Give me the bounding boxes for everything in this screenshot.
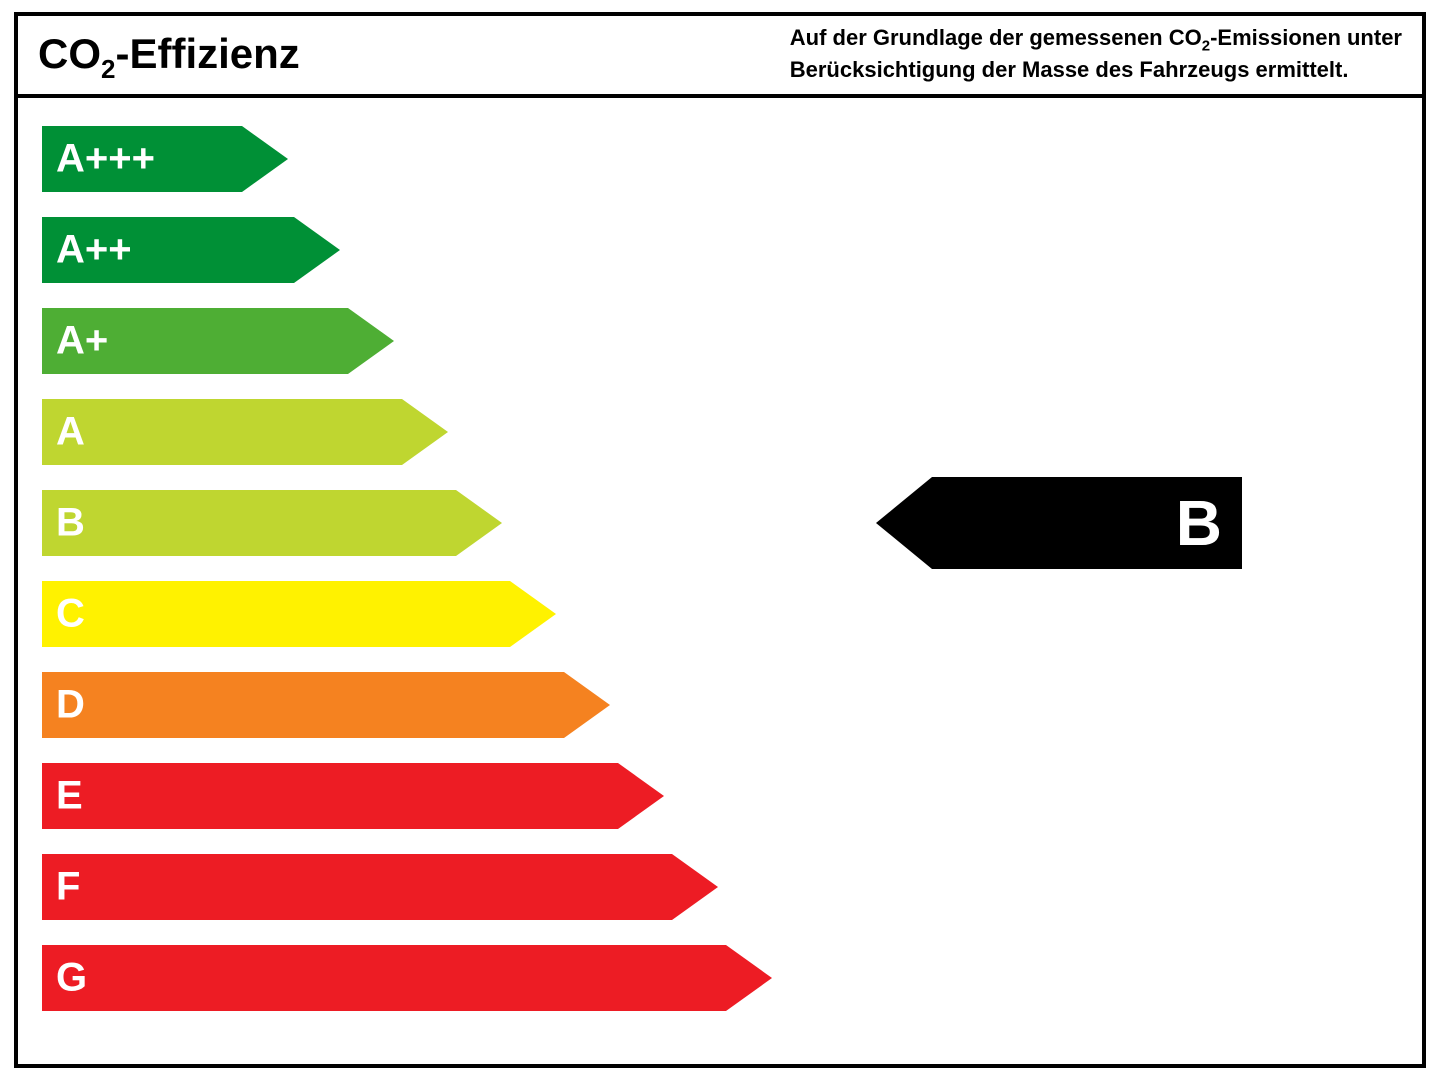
indicator-label: B [1176, 486, 1222, 560]
efficiency-bar-label: C [56, 591, 85, 636]
efficiency-bar: F [42, 854, 672, 920]
efficiency-bar-label: B [56, 500, 85, 545]
efficiency-bar: A+ [42, 308, 348, 374]
efficiency-bar: A [42, 399, 402, 465]
title-prefix: CO [38, 30, 101, 78]
subtitle: Auf der Grundlage der gemessenen CO2-Emi… [790, 24, 1402, 84]
header: CO2-Effizienz Auf der Grundlage der geme… [18, 16, 1422, 98]
efficiency-row: F [42, 854, 1398, 920]
efficiency-bar-arrow-tip [510, 581, 556, 647]
efficiency-row: A++ [42, 217, 1398, 283]
efficiency-label-frame: CO2-Effizienz Auf der Grundlage der geme… [14, 12, 1426, 1068]
efficiency-row: A+ [42, 308, 1398, 374]
efficiency-bar-label: F [56, 864, 80, 909]
efficiency-bar: E [42, 763, 618, 829]
efficiency-bar-arrow-tip [564, 672, 610, 738]
efficiency-bar-label: A [56, 409, 85, 454]
subtitle-line2: Berücksichtigung der Masse des Fahrzeugs… [790, 57, 1349, 82]
efficiency-bar: C [42, 581, 510, 647]
subtitle-line1b: -Emissionen unter [1210, 25, 1402, 50]
efficiency-bar-arrow-tip [402, 399, 448, 465]
efficiency-bar-arrow-tip [294, 217, 340, 283]
efficiency-bar-arrow-tip [618, 763, 664, 829]
efficiency-row: G [42, 945, 1398, 1011]
efficiency-bar-arrow-tip [672, 854, 718, 920]
title-suffix: -Effizienz [115, 30, 299, 78]
efficiency-bar-label: A+ [56, 318, 108, 363]
efficiency-bar: A+++ [42, 126, 242, 192]
efficiency-bar-label: D [56, 682, 85, 727]
efficiency-bar-label: A++ [56, 227, 132, 272]
efficiency-bar-label: E [56, 773, 83, 818]
efficiency-bar-arrow-tip [348, 308, 394, 374]
efficiency-bar-label: A+++ [56, 136, 155, 181]
subtitle-line1a: Auf der Grundlage der gemessenen CO [790, 25, 1202, 50]
efficiency-bar-arrow-tip [242, 126, 288, 192]
title-sub: 2 [101, 54, 115, 85]
chart-body: A+++ A++ A+ A B C D E F G B [18, 98, 1422, 1064]
efficiency-bar-arrow-tip [456, 490, 502, 556]
title: CO2-Effizienz [38, 30, 300, 78]
efficiency-bar: G [42, 945, 726, 1011]
efficiency-row: E [42, 763, 1398, 829]
selected-indicator: B [876, 477, 1242, 569]
efficiency-bar: A++ [42, 217, 294, 283]
subtitle-sub: 2 [1202, 37, 1210, 54]
efficiency-row: A+++ [42, 126, 1398, 192]
indicator-body: B [932, 477, 1242, 569]
efficiency-bar-arrow-tip [726, 945, 772, 1011]
efficiency-bar: D [42, 672, 564, 738]
indicator-arrow-tip [876, 477, 932, 569]
efficiency-row: D [42, 672, 1398, 738]
efficiency-bar-label: G [56, 955, 87, 1000]
efficiency-row: C [42, 581, 1398, 647]
efficiency-row: A [42, 399, 1398, 465]
efficiency-bar: B [42, 490, 456, 556]
